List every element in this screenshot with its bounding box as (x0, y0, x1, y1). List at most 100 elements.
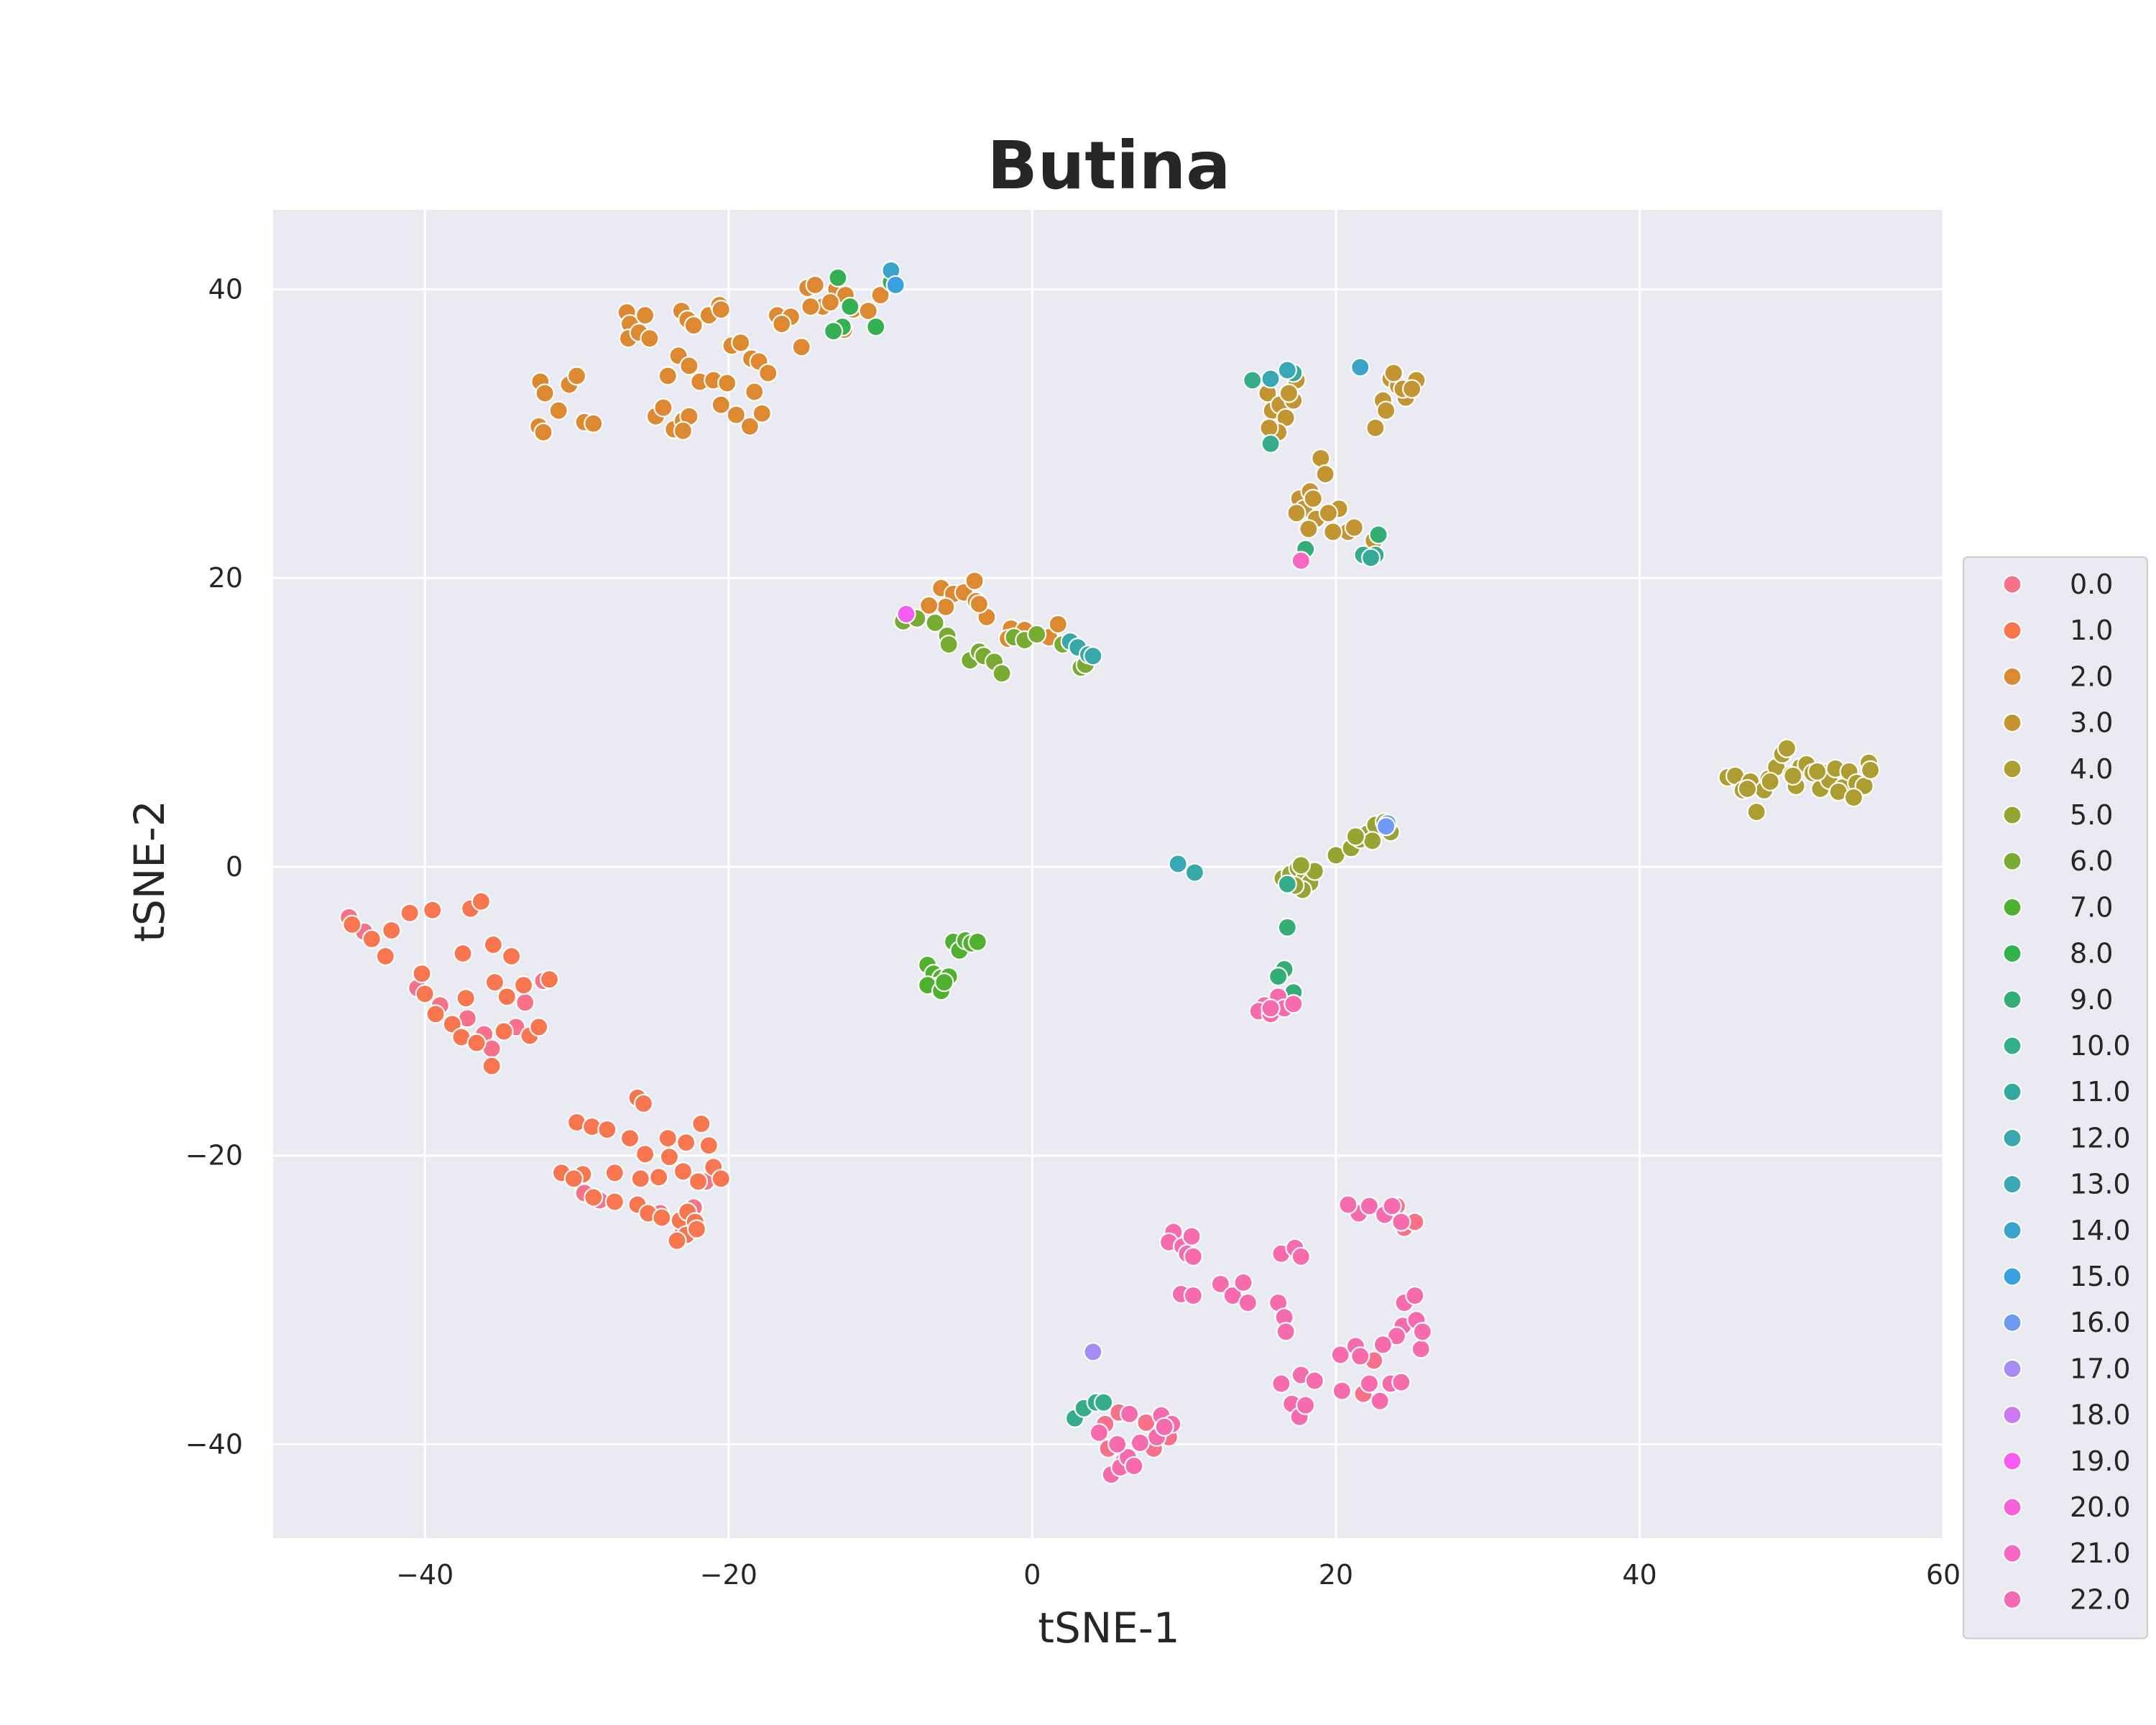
data-point (1777, 738, 1797, 758)
legend-label: 14.0 (2070, 1215, 2131, 1246)
legend-label: 6.0 (2070, 845, 2113, 877)
data-point (686, 1219, 707, 1239)
y-tick-label: −20 (185, 1140, 243, 1172)
data-point (1330, 1345, 1350, 1365)
data-point (726, 405, 746, 425)
legend-label: 8.0 (2070, 938, 2113, 970)
legend-label: 0.0 (2070, 569, 2113, 600)
data-point (1746, 802, 1766, 822)
data-point (1391, 1212, 1411, 1232)
data-point (1238, 1292, 1258, 1313)
legend-label: 15.0 (2070, 1261, 2131, 1292)
data-point (699, 1136, 719, 1156)
data-point (1291, 1246, 1311, 1266)
data-point (382, 920, 402, 940)
x-tick-label: 20 (1319, 1559, 1353, 1591)
legend-label: 21.0 (2070, 1537, 2131, 1569)
legend-marker (2002, 759, 2022, 779)
data-point (1089, 1422, 1109, 1443)
data-point (456, 988, 476, 1008)
data-point (597, 1119, 617, 1140)
data-point (717, 373, 737, 393)
data-point (533, 422, 553, 442)
x-tick-label: 40 (1622, 1559, 1657, 1591)
x-tick-label: −20 (700, 1559, 757, 1591)
data-point (1350, 357, 1370, 377)
data-point (688, 1172, 709, 1192)
data-point (711, 1169, 731, 1189)
data-point (964, 571, 985, 591)
data-point (1119, 1404, 1140, 1424)
data-point (1181, 1226, 1202, 1246)
data-point (1332, 1381, 1352, 1401)
data-point (633, 1093, 654, 1113)
data-point (619, 1128, 640, 1149)
legend-label: 19.0 (2070, 1445, 2131, 1477)
x-tick-label: 0 (1023, 1559, 1041, 1591)
data-point (1168, 854, 1188, 874)
legend-marker (2002, 712, 2022, 733)
data-point (1279, 383, 1299, 403)
data-point (453, 943, 473, 964)
data-point (1783, 765, 1803, 786)
data-point (584, 1187, 604, 1208)
data-point (1359, 1196, 1379, 1216)
data-point (483, 934, 503, 955)
data-point (1315, 464, 1335, 484)
legend-label: 16.0 (2070, 1307, 2131, 1338)
data-point (1807, 761, 1828, 781)
legend-marker (2002, 1128, 2022, 1149)
data-point (1124, 1455, 1144, 1476)
chart-title: Butina (987, 127, 1231, 204)
data-point (925, 612, 945, 633)
data-point (1376, 400, 1396, 420)
data-point (896, 604, 916, 625)
data-point (967, 932, 987, 952)
data-point (400, 903, 420, 923)
data-point (1271, 1374, 1291, 1394)
data-point (683, 316, 704, 336)
legend-marker (2002, 1358, 2022, 1379)
data-point (1401, 379, 1422, 399)
legend: 0.0 1.0 2.0 3.0 4.0 5.0 6.0 7.0 8.0 9.0 10.0 11.0 12… (1963, 556, 2148, 1639)
data-point (1048, 614, 1068, 635)
data-point (1261, 998, 1281, 1018)
data-point (1350, 1346, 1370, 1366)
legend-marker (2002, 1266, 2022, 1287)
data-point (1083, 1342, 1103, 1362)
data-point (1277, 874, 1297, 894)
data-point (1130, 1432, 1150, 1453)
data-point (667, 1230, 687, 1251)
data-point (992, 663, 1012, 684)
data-point (866, 317, 886, 337)
data-point (1318, 503, 1338, 523)
y-tick-label: 0 (226, 851, 243, 883)
legend-label: 10.0 (2070, 1030, 2131, 1062)
data-point (1183, 1246, 1203, 1266)
data-point (640, 328, 660, 349)
data-point (758, 363, 778, 383)
data-point (740, 416, 760, 436)
data-point (936, 597, 956, 617)
data-point (969, 594, 990, 614)
legend-marker (2002, 897, 2022, 918)
legend-label: 12.0 (2070, 1122, 2131, 1154)
data-point (1299, 519, 1319, 539)
data-point (1360, 548, 1381, 568)
data-point (635, 1144, 655, 1164)
data-point (466, 1033, 487, 1053)
legend-marker (2002, 666, 2022, 687)
data-point (1296, 1395, 1316, 1415)
data-point (885, 275, 906, 295)
data-point (1860, 760, 1881, 780)
data-point (604, 1163, 625, 1183)
data-point (1210, 1274, 1230, 1294)
data-point (691, 1113, 711, 1134)
legend-marker (2002, 1312, 2022, 1333)
data-point (772, 314, 792, 334)
legend-marker (2002, 805, 2022, 825)
data-point (731, 333, 751, 353)
data-point (1843, 787, 1864, 808)
data-point (1291, 551, 1311, 571)
